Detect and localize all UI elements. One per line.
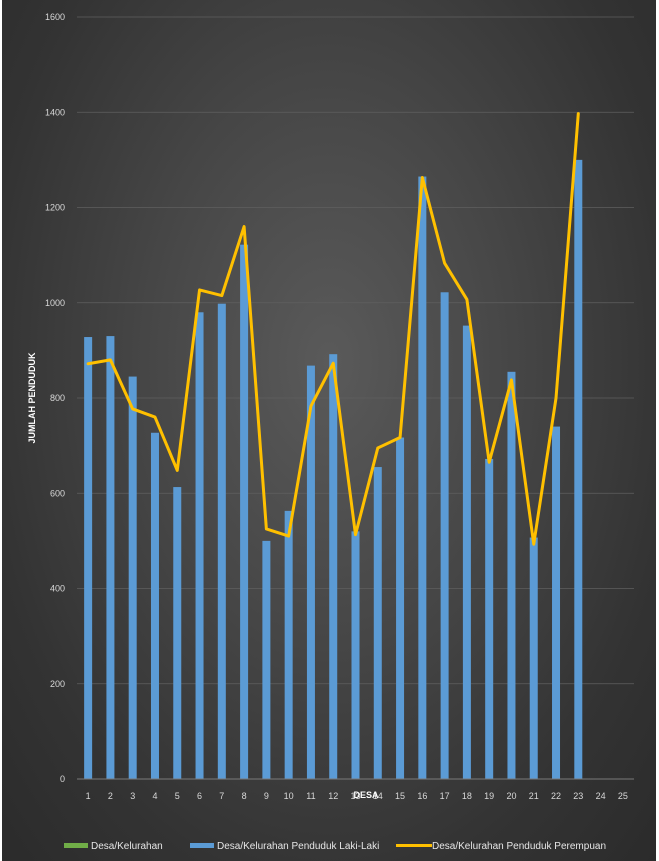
x-axis-ticks: 1 2 3 4 5 6 7 8 9 10 11 12 13 14 15 16 17 18 19 20 21 22 23 24 2… bbox=[77, 778, 634, 801]
x-tick-label: 10 bbox=[284, 791, 294, 801]
x-tick-label: 12 bbox=[328, 791, 338, 801]
x-tick-label: 5 bbox=[175, 791, 180, 801]
y-tick-label: 1400 bbox=[45, 107, 65, 117]
y-tick-label: 600 bbox=[50, 488, 65, 498]
x-tick-label: 21 bbox=[529, 791, 539, 801]
legend-swatch bbox=[64, 843, 88, 848]
legend-label: Desa/Kelurahan Penduduk Laki-Laki bbox=[217, 841, 379, 852]
bar-laki-laki bbox=[396, 437, 405, 779]
bar-laki-laki bbox=[217, 303, 226, 779]
x-tick-label: 20 bbox=[506, 791, 516, 801]
y-axis-title: JUMLAH PENDUDUK bbox=[27, 352, 37, 444]
x-tick-label: 4 bbox=[152, 791, 157, 801]
bar-laki-laki bbox=[440, 292, 449, 779]
bar-laki-laki bbox=[418, 176, 427, 779]
x-tick-label: 2 bbox=[108, 791, 113, 801]
bar-laki-laki bbox=[84, 337, 93, 779]
y-tick-label: 400 bbox=[50, 584, 65, 594]
bar-laki-laki bbox=[552, 426, 561, 779]
legend-label: Desa/Kelurahan Penduduk Perempuan bbox=[432, 841, 606, 852]
bar-laki-laki bbox=[373, 467, 382, 779]
x-tick-label: 3 bbox=[130, 791, 135, 801]
x-tick-label: 14 bbox=[373, 791, 383, 801]
bar-laki-laki bbox=[574, 159, 583, 779]
line-perempuan-path bbox=[86, 112, 580, 546]
x-tick-label: 16 bbox=[417, 791, 427, 801]
bar-laki-laki bbox=[128, 376, 137, 779]
bar-laki-laki bbox=[240, 244, 249, 779]
x-tick-label: 19 bbox=[484, 791, 494, 801]
legend-swatch bbox=[190, 843, 214, 848]
y-tick-label: 800 bbox=[50, 393, 65, 403]
y-tick-label: 1200 bbox=[45, 203, 65, 213]
bar-laki-laki bbox=[195, 312, 204, 779]
bar-laki-laki bbox=[507, 371, 516, 779]
x-tick-label: 23 bbox=[573, 791, 583, 801]
x-tick-label: 25 bbox=[618, 791, 628, 801]
x-tick-label: 24 bbox=[596, 791, 606, 801]
line-perempuan bbox=[86, 112, 580, 546]
gridlines bbox=[77, 16, 634, 780]
y-tick-label: 1600 bbox=[45, 12, 65, 22]
legend-label: Desa/Kelurahan bbox=[91, 841, 163, 852]
bar-laki-laki bbox=[284, 510, 293, 779]
x-tick-label: 15 bbox=[395, 791, 405, 801]
y-tick-label: 200 bbox=[50, 679, 65, 689]
bar-laki-laki bbox=[150, 432, 159, 779]
x-tick-label: 13 bbox=[350, 791, 360, 801]
x-tick-label: 8 bbox=[242, 791, 247, 801]
x-tick-label: 7 bbox=[219, 791, 224, 801]
bars-laki-laki bbox=[84, 159, 583, 779]
x-tick-label: 6 bbox=[197, 791, 202, 801]
bar-laki-laki bbox=[529, 537, 538, 779]
x-tick-label: 1 bbox=[86, 791, 91, 801]
legend: Desa/Kelurahan Desa/Kelurahan Penduduk La… bbox=[64, 841, 606, 852]
bar-laki-laki bbox=[329, 354, 338, 779]
bar-laki-laki bbox=[106, 336, 115, 779]
x-tick-label: 9 bbox=[264, 791, 269, 801]
bar-laki-laki bbox=[485, 458, 494, 779]
y-axis-ticks: 0 200 400 600 800 1000 1200 1400 1600 bbox=[45, 12, 65, 784]
bar-laki-laki bbox=[351, 531, 360, 779]
bar-laki-laki bbox=[173, 487, 182, 779]
bar-laki-laki bbox=[462, 325, 471, 779]
x-tick-label: 17 bbox=[440, 791, 450, 801]
x-tick-label: 22 bbox=[551, 791, 561, 801]
y-tick-label: 1000 bbox=[45, 298, 65, 308]
x-axis-title: DESA bbox=[353, 790, 379, 800]
bar-laki-laki bbox=[262, 540, 271, 779]
x-tick-label: 18 bbox=[462, 791, 472, 801]
x-tick-label: 11 bbox=[306, 791, 315, 801]
y-tick-label: 0 bbox=[60, 774, 65, 784]
bar-laki-laki bbox=[306, 365, 315, 779]
